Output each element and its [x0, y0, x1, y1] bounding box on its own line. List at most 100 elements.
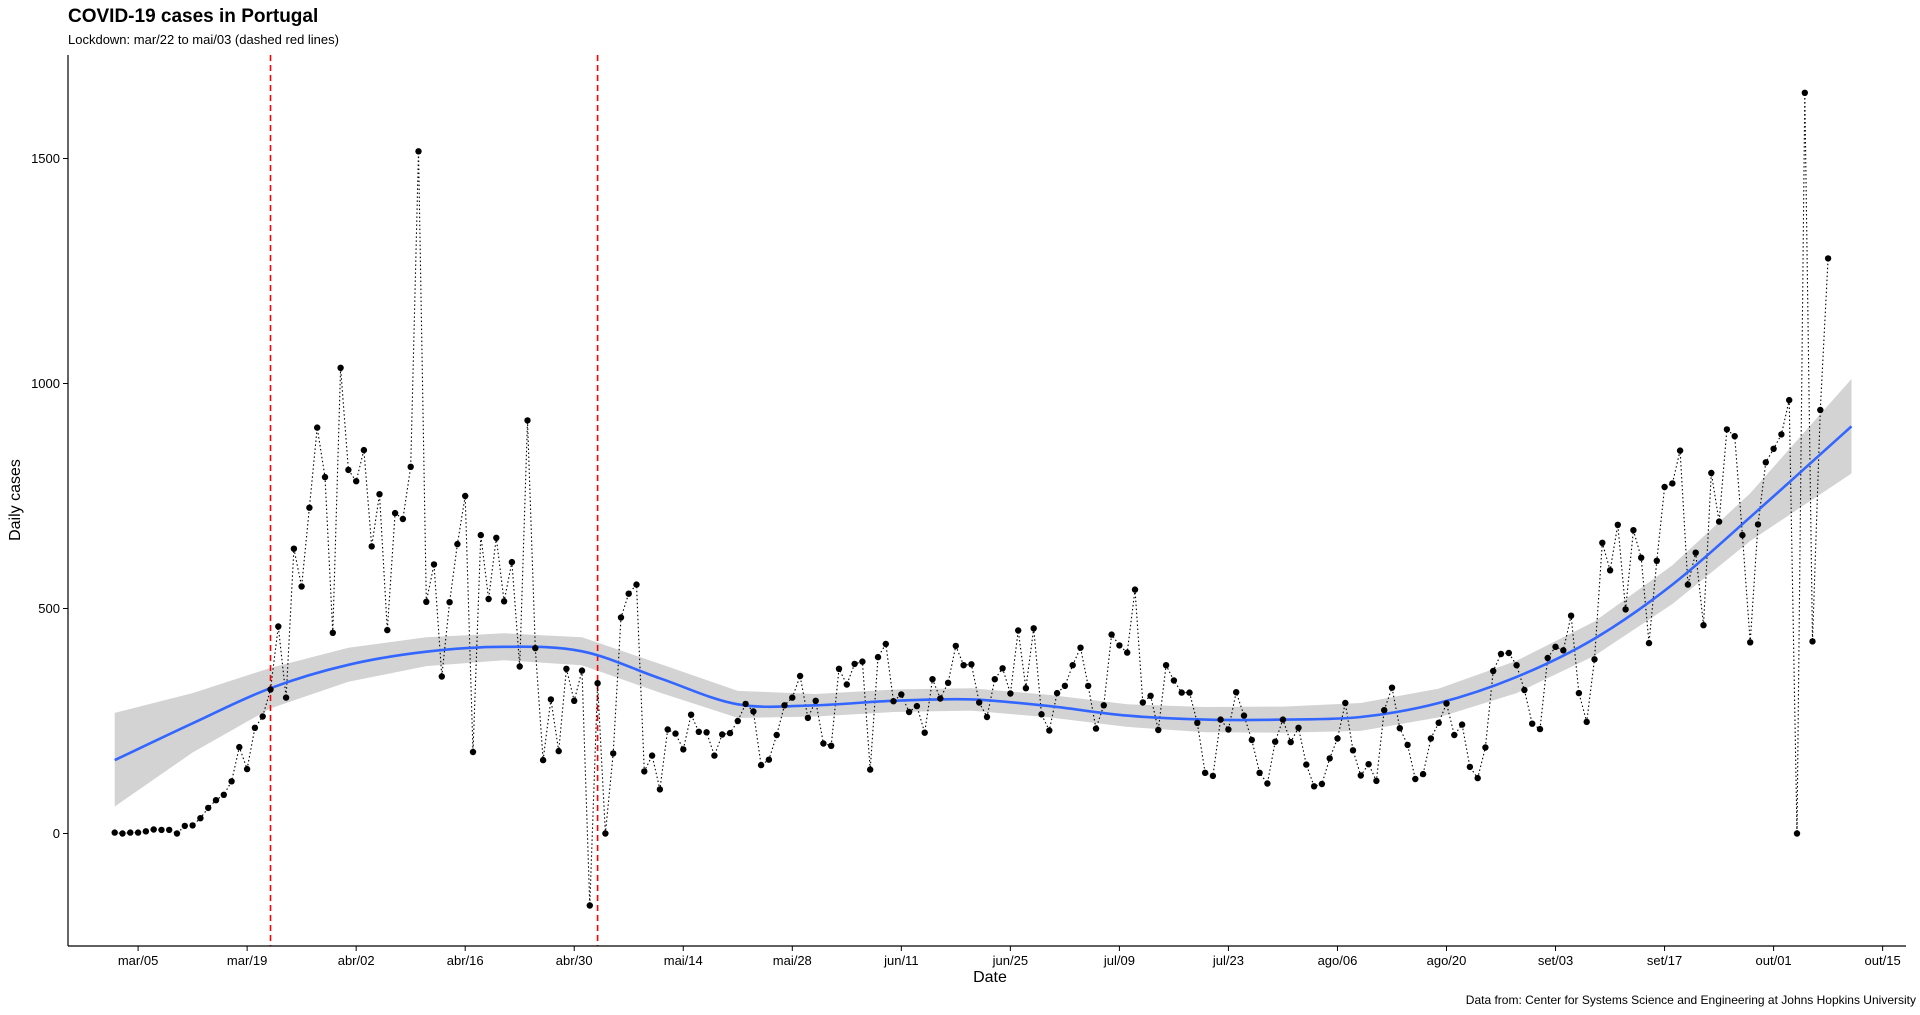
- data-point: [1295, 724, 1302, 731]
- data-point: [485, 595, 492, 603]
- data-point: [804, 714, 812, 722]
- data-point: [905, 708, 913, 716]
- data-point: [1381, 707, 1388, 714]
- data-point: [1412, 775, 1419, 783]
- chart-subtitle: Lockdown: mar/22 to mai/03 (dashed red l…: [68, 32, 339, 47]
- data-point: [508, 558, 516, 566]
- data-point: [1061, 682, 1069, 690]
- x-axis-ticks: mar/05 mar/19 abr/02 abr/16 abr/30 mai/14 mai/…: [118, 946, 1901, 968]
- data-point: [765, 756, 773, 763]
- data-point: [1817, 406, 1824, 414]
- data-point: [360, 446, 368, 454]
- data-point: [1170, 677, 1178, 684]
- data-point: [1007, 690, 1014, 697]
- data-point: [1490, 667, 1497, 675]
- data-point: [1451, 731, 1458, 739]
- data-point: [259, 713, 266, 720]
- data-point: [648, 752, 656, 759]
- data-point: [1715, 518, 1723, 525]
- data-point: [1809, 638, 1816, 645]
- x-tick-label: jul/23: [1212, 953, 1244, 968]
- data-point: [314, 424, 321, 431]
- data-point: [423, 598, 430, 605]
- data-point: [851, 660, 858, 668]
- x-tick-label: jul/09: [1103, 953, 1135, 968]
- data-point: [867, 766, 874, 773]
- data-point: [789, 694, 796, 701]
- data-point: [1256, 769, 1263, 776]
- data-point: [1201, 769, 1209, 776]
- data-point: [843, 681, 850, 688]
- data-point: [166, 826, 173, 834]
- data-point: [952, 642, 959, 650]
- data-point: [1225, 726, 1232, 733]
- confidence-band: [114, 379, 1852, 807]
- x-tick-label: jun/25: [992, 953, 1028, 968]
- data-point: [220, 791, 227, 798]
- data-point: [1326, 755, 1333, 762]
- data-point: [524, 417, 531, 424]
- data-point: [734, 717, 741, 725]
- data-point: [882, 640, 889, 648]
- data-point: [150, 826, 157, 833]
- data-point: [1653, 557, 1661, 564]
- data-point: [1388, 684, 1396, 691]
- data-point: [306, 504, 313, 511]
- data-point: [134, 829, 142, 836]
- data-point: [563, 665, 570, 672]
- data-point: [181, 822, 188, 830]
- data-point: [859, 658, 866, 665]
- data-point: [438, 673, 445, 680]
- y-tick-label: 1500: [31, 151, 60, 166]
- data-point: [399, 515, 407, 523]
- data-point: [1692, 549, 1699, 556]
- data-point: [173, 830, 181, 837]
- data-point: [594, 680, 601, 687]
- data-source-caption: Data from: Center for Systems Science an…: [1466, 993, 1916, 1007]
- data-point: [1334, 735, 1341, 742]
- data-point: [1443, 700, 1450, 707]
- data-point: [1233, 689, 1240, 696]
- data-point: [1560, 647, 1567, 654]
- data-point: [1116, 642, 1123, 649]
- x-tick-label: mai/28: [773, 953, 812, 968]
- data-point: [1536, 725, 1544, 733]
- data-point: [376, 491, 383, 498]
- data-point: [321, 473, 329, 481]
- data-point: [1022, 685, 1030, 692]
- data-point: [1209, 772, 1217, 780]
- data-point: [812, 697, 819, 704]
- data-point: [820, 740, 827, 747]
- data-point: [1544, 654, 1551, 662]
- data-point: [680, 746, 687, 753]
- data-point: [1676, 447, 1684, 454]
- data-point: [1622, 606, 1629, 613]
- data-point: [1357, 772, 1365, 779]
- data-point: [446, 599, 453, 606]
- data-point: [368, 543, 375, 550]
- x-tick-label: abr/02: [338, 953, 375, 968]
- data-point: [1630, 527, 1637, 534]
- data-point: [384, 626, 391, 634]
- confidence-band-layer: [114, 379, 1852, 807]
- data-point: [345, 466, 352, 474]
- data-point: [430, 561, 438, 568]
- data-point: [578, 667, 586, 674]
- data-point: [1272, 738, 1279, 745]
- data-point: [586, 902, 593, 909]
- data-point: [898, 691, 905, 698]
- data-point: [1264, 780, 1271, 787]
- data-point: [625, 590, 632, 597]
- data-point: [1801, 89, 1809, 97]
- data-point: [991, 676, 998, 683]
- data-point: [500, 598, 508, 605]
- data-point: [1529, 720, 1536, 727]
- x-tick-label: abr/16: [447, 953, 484, 968]
- data-point: [1513, 662, 1520, 669]
- data-point: [454, 540, 461, 548]
- data-point: [1038, 711, 1045, 718]
- data-point: [757, 761, 765, 769]
- data-point: [1310, 783, 1318, 790]
- data-point: [1155, 726, 1162, 734]
